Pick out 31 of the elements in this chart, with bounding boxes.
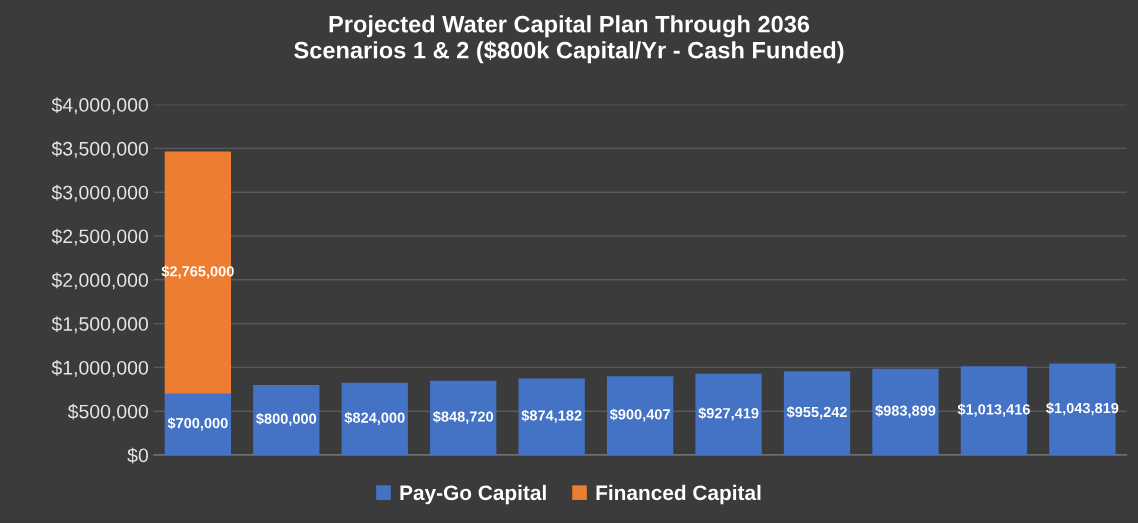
y-tick-label: $3,500,000 [51,141,149,158]
data-label: $900,407 [609,408,670,422]
bar [430,380,497,456]
bar [253,384,320,456]
bar [960,366,1028,456]
legend-label: Financed Capital [596,484,761,505]
bar [164,393,232,456]
bar [606,376,674,456]
bar [695,373,762,456]
bar [341,382,408,456]
legend-label: Pay-Go Capital [400,484,546,505]
data-label: $800,000 [256,412,317,426]
y-tick-label: $4,000,000 [51,97,149,115]
y-tick-label: $1,000,000 [51,360,149,377]
data-label: $874,182 [521,409,582,423]
data-label: $983,899 [875,404,936,418]
y-tick-label: $0 [127,447,149,464]
data-label: $824,000 [344,411,405,425]
y-tick-label: $3,000,000 [51,184,149,202]
data-label: $955,242 [786,406,847,420]
data-label: $848,720 [433,410,494,424]
bar [783,371,851,456]
y-tick-label: $2,000,000 [51,272,149,290]
data-label: $927,419 [698,407,759,421]
chart-title: Projected Water Capital Plan Through 2036 Scenarios 1 & 2 ($800k Capital/Yr - Cash Funded) [294,15,844,64]
data-label: $700,000 [167,417,228,431]
bar [872,368,939,456]
y-tick-label: $2,500,000 [51,228,149,246]
y-tick-label: $1,500,000 [51,316,149,334]
y-tick-label: $500,000 [67,403,149,421]
bar [518,378,585,456]
